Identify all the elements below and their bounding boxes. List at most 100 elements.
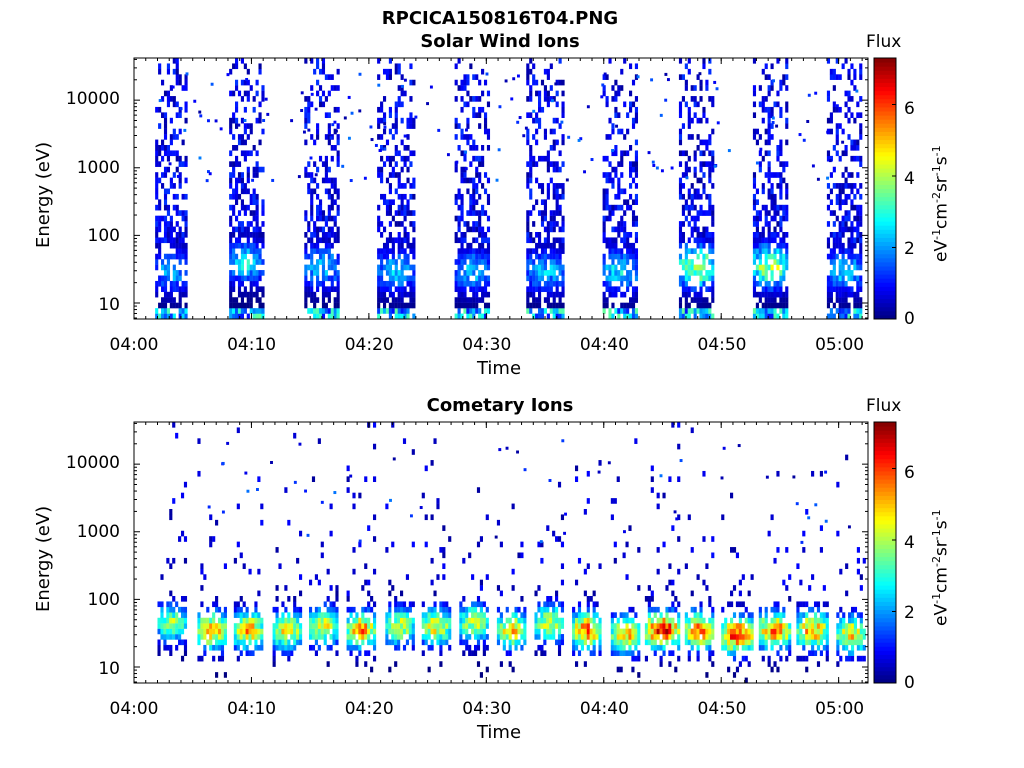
flux-cell — [770, 514, 774, 521]
flux-cell — [475, 74, 479, 80]
flux-cell — [662, 644, 666, 651]
flux-cell — [412, 264, 416, 271]
flux-cell — [290, 634, 294, 640]
colorbar-segment — [874, 90, 896, 96]
flux-cell — [172, 634, 176, 640]
flux-cell — [332, 606, 336, 613]
flux-cell — [457, 85, 461, 91]
flux-cell — [687, 188, 691, 195]
flux-cell — [563, 531, 567, 535]
flux-cell — [237, 221, 242, 227]
flux-cell — [526, 177, 530, 184]
flux-cell — [406, 253, 410, 260]
flux-cell — [217, 655, 222, 662]
flux-cell — [278, 563, 282, 570]
flux-cell — [155, 259, 159, 265]
flux-cell — [178, 291, 182, 298]
flux-cell — [402, 612, 407, 618]
flux-cell — [850, 188, 854, 195]
flux-cell — [409, 286, 413, 293]
flux-cell — [169, 280, 173, 287]
flux-cell — [678, 237, 683, 244]
flux-cell — [844, 259, 848, 265]
flux-cell — [699, 117, 703, 124]
flux-cell — [816, 601, 821, 608]
flux-cell — [436, 498, 440, 504]
flux-cell — [514, 623, 518, 629]
flux-cell — [414, 115, 418, 119]
flux-cell — [249, 193, 253, 200]
flux-cell — [561, 226, 565, 233]
flux-cell — [526, 286, 530, 293]
flux-cell — [583, 661, 587, 667]
flux-cell — [776, 313, 780, 320]
flux-cell — [355, 628, 359, 635]
flux-cell — [336, 302, 340, 309]
flux-cell — [829, 117, 833, 124]
flux-cell — [608, 204, 612, 211]
flux-cell — [382, 128, 387, 135]
flux-cell — [836, 639, 840, 646]
flux-cell — [327, 204, 331, 211]
flux-cell — [310, 85, 314, 91]
flux-cell — [770, 134, 774, 140]
flux-cell — [466, 308, 470, 314]
flux-cell — [785, 123, 789, 129]
flux-cell — [724, 628, 728, 635]
flux-cell — [560, 514, 565, 521]
flux-cell — [816, 634, 821, 640]
flux-cell — [479, 623, 483, 629]
flux-cell — [699, 248, 703, 254]
flux-cell — [333, 215, 337, 222]
flux-cell — [696, 574, 700, 580]
flux-cell — [409, 123, 413, 129]
flux-cell — [380, 106, 384, 113]
flux-cell — [767, 253, 771, 260]
flux-cell — [838, 183, 842, 189]
flux-cell — [255, 248, 259, 254]
flux-cell — [546, 623, 550, 629]
flux-cell — [314, 650, 318, 657]
flux-cell — [543, 601, 547, 608]
flux-cell — [172, 422, 176, 428]
flux-cell — [181, 248, 185, 254]
flux-cell — [681, 183, 685, 189]
flux-cell — [478, 280, 482, 287]
flux-cell — [767, 161, 771, 167]
flux-cell — [391, 628, 395, 635]
flux-cell — [825, 612, 829, 618]
flux-cell — [747, 623, 751, 629]
flux-cell — [254, 617, 258, 624]
flux-cell — [409, 183, 413, 189]
flux-cell — [163, 275, 168, 282]
flux-cell — [744, 677, 748, 684]
flux-cell — [175, 634, 179, 640]
flux-cell — [473, 634, 478, 640]
flux-cell — [166, 259, 171, 265]
flux-cell — [445, 634, 449, 640]
flux-cell — [457, 237, 461, 244]
flux-cell — [605, 280, 609, 287]
flux-cell — [464, 150, 468, 154]
flux-cell — [829, 253, 833, 260]
flux-cell — [832, 242, 836, 249]
flux-cell — [616, 644, 620, 651]
flux-cell — [684, 634, 688, 640]
flux-cell — [391, 166, 395, 173]
flux-cell — [412, 237, 416, 244]
flux-cell — [631, 617, 635, 624]
flux-cell — [579, 137, 583, 141]
flux-cell — [388, 155, 392, 162]
flux-cell — [166, 634, 170, 640]
flux-cell — [397, 606, 401, 613]
flux-cell — [310, 58, 314, 64]
flux-cell — [223, 617, 227, 624]
flux-cell — [802, 530, 806, 537]
flux-cell — [844, 58, 848, 64]
flux-cell — [248, 634, 252, 640]
flux-cell — [157, 623, 161, 629]
flux-cell — [180, 617, 185, 624]
flux-cell — [380, 291, 384, 298]
flux-cell — [169, 590, 173, 597]
flux-cell — [829, 128, 833, 135]
